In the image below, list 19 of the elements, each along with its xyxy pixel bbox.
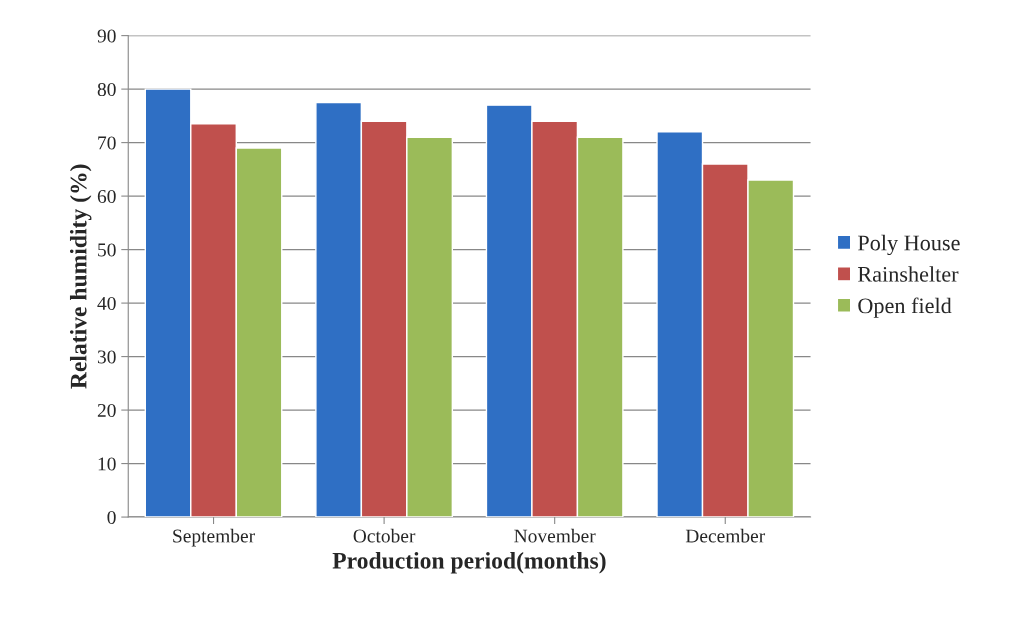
legend-label: Rainshelter xyxy=(858,266,959,282)
y-tick-label: 60 xyxy=(97,189,116,204)
legend-label: Open field xyxy=(858,297,952,318)
legend-label: Poly House xyxy=(858,234,960,256)
x-tick-label: September xyxy=(173,528,255,547)
x-axis-title: Production period(months) xyxy=(332,552,606,574)
y-tick-label: 0 xyxy=(107,510,116,525)
x-tick-label: October xyxy=(353,528,416,543)
y-tick-label: 10 xyxy=(98,457,116,471)
y-tick-label: 80 xyxy=(97,82,116,97)
y-tick-label: 20 xyxy=(97,403,116,418)
y-tick-label: 50 xyxy=(98,243,116,257)
y-tick-label: 90 xyxy=(97,29,116,43)
x-tick-label: December xyxy=(685,528,766,543)
y-tick-label: 70 xyxy=(98,136,116,150)
y-tick-label: 40 xyxy=(97,296,116,311)
y-tick-label: 30 xyxy=(97,350,116,364)
x-tick-label: November xyxy=(514,528,596,543)
y-axis-title: Relative humidity (%) xyxy=(69,164,92,389)
